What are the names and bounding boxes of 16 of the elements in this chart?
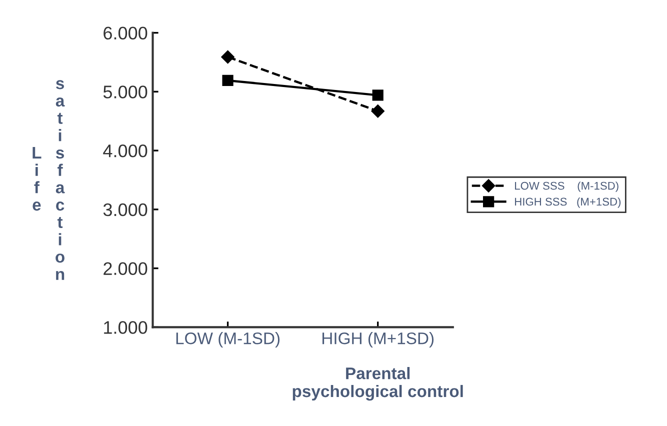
text: Life satisfaction: [32, 80, 65, 280]
point: [222, 74, 234, 86]
y-tick-label: 1.000: [104, 321, 148, 334]
y-tick-label: 2.000: [104, 262, 148, 276]
point: [371, 104, 384, 118]
y-tick-label: 5.000: [103, 86, 148, 98]
y-tick-label: 6.000: [104, 26, 148, 40]
x-tick-label: LOW (M-1SD): [176, 332, 280, 348]
y-tick-label: 3.000: [103, 203, 148, 216]
y-tick-label: 4.000: [103, 144, 148, 158]
x-axis-title: Parental psychological control: [292, 367, 463, 401]
point: [221, 50, 234, 64]
point: [372, 90, 384, 101]
x-tick-label: HIGH (M+1SD): [322, 332, 434, 348]
legend-label: LOW SSS (M-1SD): [515, 182, 618, 192]
legend-label: HIGH SSS (M+1SD): [515, 197, 621, 208]
